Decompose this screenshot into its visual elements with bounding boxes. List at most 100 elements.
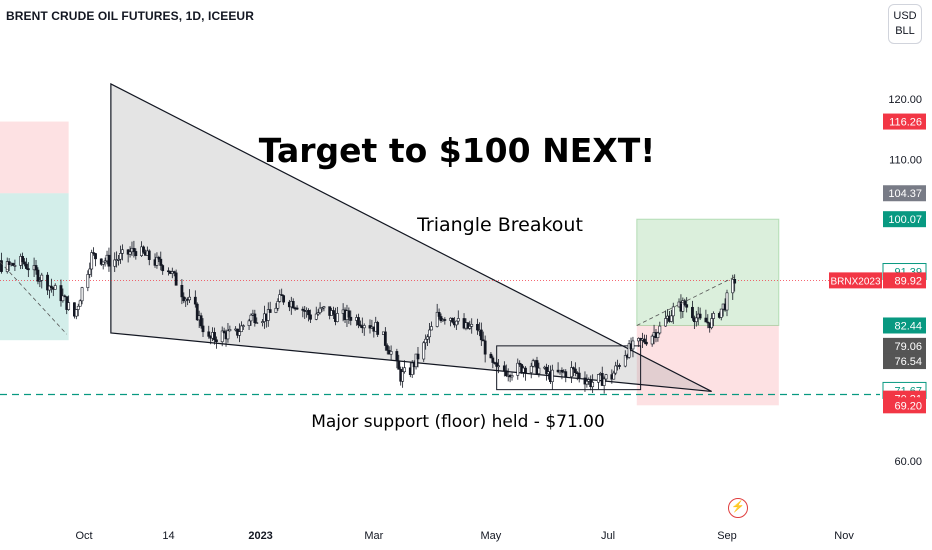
price-label-box [883,211,926,228]
candle-down [307,310,310,316]
candle-up [497,365,500,368]
price-label-box [883,337,926,354]
triangle-pattern [110,82,712,393]
candle-down [49,285,53,289]
entry-guide-left [0,261,68,335]
candle-up [516,362,520,376]
candle-up [261,321,264,323]
candle-up [596,374,600,383]
candle-up [470,324,474,327]
candle-down [142,246,145,253]
candle-down [347,310,351,318]
candle-up [335,313,339,322]
candle-up [117,258,120,261]
currency-unit-selector[interactable]: USD BLL [888,4,922,44]
candle-up [570,367,573,378]
candle-up [101,261,105,265]
x-tick-label: Jul [601,530,615,542]
y-tick-label: 60.00 [894,456,922,468]
price-label: 82.44 [894,320,922,332]
candle-up [318,307,322,313]
y-tick-label: 110.00 [889,154,922,166]
candle-up [241,325,245,327]
candle-down [618,365,621,367]
candle-down [94,253,97,260]
candle-up [90,252,94,270]
candle-up [671,306,675,317]
candle-up [430,326,433,331]
candle-up [226,330,230,340]
candle-down [466,322,470,329]
candle-up [40,274,44,281]
candle-up [266,309,270,321]
symbol-tag-box [829,272,882,289]
candle-down [577,372,581,379]
candle-up [623,355,627,367]
candle-up [5,261,9,272]
candle-down [23,261,26,265]
candle-down [683,300,687,305]
candle-up [669,315,673,322]
candle-down [644,341,648,345]
candle-down [161,265,165,272]
candle-down [159,258,163,266]
candle-down [524,367,527,374]
candle-down [685,304,689,308]
candle-up [13,265,17,267]
candle-up [731,279,735,294]
price-label-box [883,317,926,334]
candle-up [220,330,224,343]
candle-up [426,336,429,340]
candle-down [439,316,443,322]
candle-down [564,371,568,378]
candle-down [199,315,203,327]
candle-down [518,362,522,365]
x-tick-label: Sep [717,530,737,542]
candle-down [383,331,387,346]
candle-up [510,375,514,378]
candle-up [274,307,278,313]
candle-down [59,285,63,302]
candle-down [358,324,362,327]
candle-up [188,296,191,301]
candle-down [535,360,539,374]
candle-down [572,367,575,370]
candle-up [719,308,723,318]
candle-down [573,368,577,373]
candle-down [0,260,3,272]
candle-down [332,310,335,315]
candle-up [389,351,393,355]
candle-down [451,317,454,323]
candle-up [249,314,253,322]
candle-down [481,339,485,342]
clock-icon[interactable]: ⚡ [728,498,748,518]
candle-up [631,340,635,350]
candle-down [195,303,199,321]
candle-up [414,353,418,368]
unit-label: BLL [895,25,915,37]
candle-down [26,268,30,271]
candle-down [25,263,28,269]
price-label: 76.54 [894,356,922,368]
candle-down [201,325,205,333]
candle-up [468,326,472,329]
candle-up [78,300,82,307]
candle-up [456,318,460,322]
candle-up [627,343,631,358]
candle-down [704,317,708,323]
candle-up [585,380,589,385]
candle-up [238,331,241,336]
candle-down [349,316,353,321]
price-label-box [883,185,926,202]
candle-up [61,295,65,302]
position-zone-target [636,218,780,326]
candle-up [80,287,84,302]
candle-up [48,285,51,291]
candle-up [228,329,232,332]
candle-up [531,360,535,367]
candle-down [193,296,197,305]
candle-up [314,313,318,320]
candle-down [215,339,218,343]
candle-down [504,370,508,377]
